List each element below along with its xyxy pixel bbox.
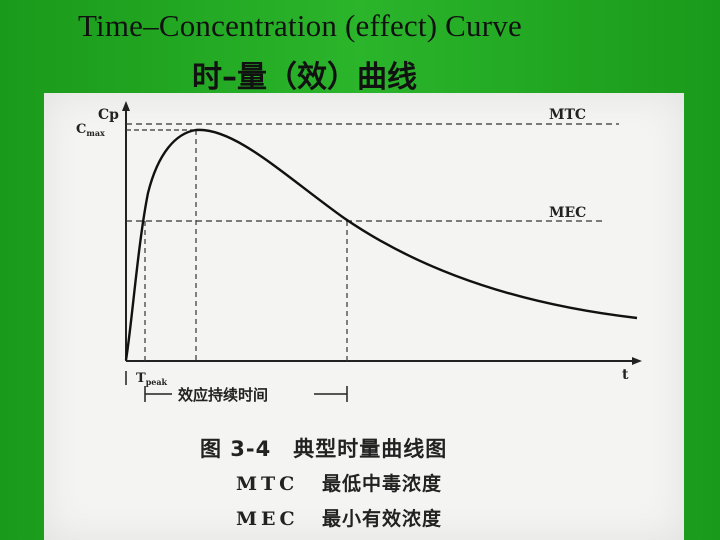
y-axis-label: Cp bbox=[98, 107, 119, 123]
legend-abbr: MEC bbox=[236, 508, 299, 530]
legend-row-mtc: MTC 最低中毒浓度 bbox=[236, 469, 442, 496]
slide-title-chinese: 时–量（效）曲线 bbox=[192, 60, 417, 95]
slide-title-english: Time–Concentration (effect) Curve bbox=[78, 8, 522, 43]
legend-row-mec: MEC 最小有效浓度 bbox=[236, 504, 442, 531]
mtc-label: MTC bbox=[549, 107, 586, 123]
figure-panel: Cp Cmax MTC MEC t Tpeak 效应持续时间 图 3-4 典型时… bbox=[44, 93, 684, 540]
legend-desc: 最低中毒浓度 bbox=[322, 473, 443, 495]
time-concentration-diagram: Cp Cmax MTC MEC t Tpeak 效应持续时间 bbox=[76, 101, 642, 404]
legend-abbr: MTC bbox=[236, 473, 299, 495]
concentration-curve bbox=[124, 128, 638, 361]
duration-label: 效应持续时间 bbox=[178, 386, 268, 404]
y-axis-arrow bbox=[122, 101, 130, 111]
cmax-label: Cmax bbox=[76, 122, 105, 138]
x-axis-arrow bbox=[632, 357, 642, 365]
mec-label: MEC bbox=[549, 205, 586, 221]
x-axis-label: t bbox=[622, 367, 629, 383]
figure-caption-title: 图 3-4 典型时量曲线图 bbox=[200, 437, 448, 461]
tpeak-label: Tpeak bbox=[136, 371, 168, 387]
legend-desc: 最小有效浓度 bbox=[322, 508, 443, 530]
